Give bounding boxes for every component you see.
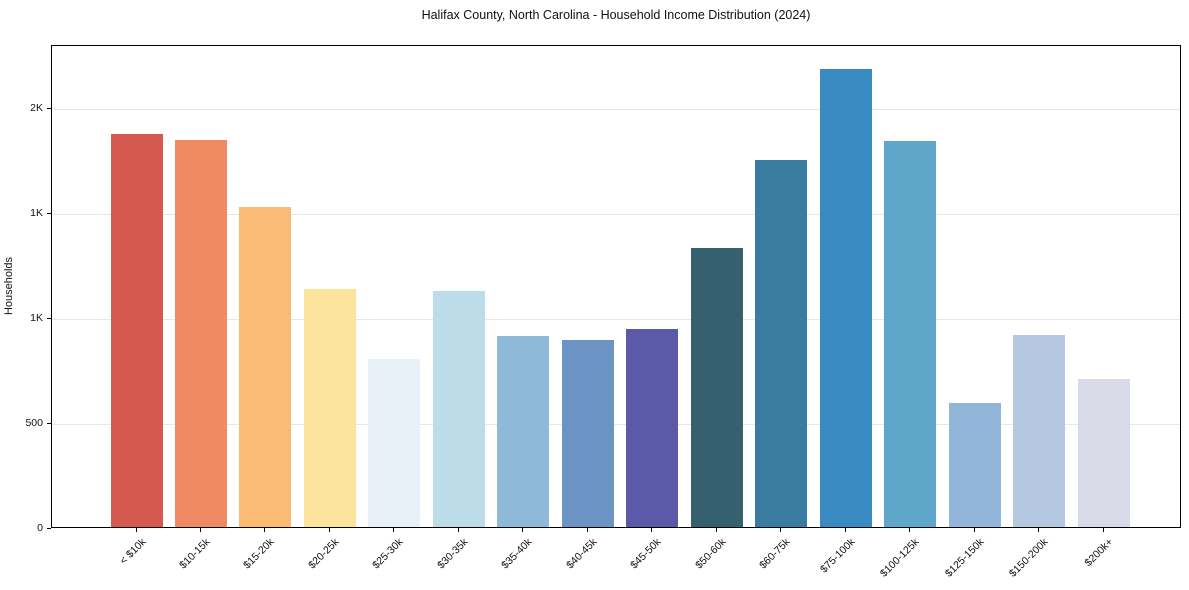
- bar-$60-75k: [755, 159, 808, 527]
- x-tick-mark: [328, 528, 330, 532]
- bar-$75-100k: [819, 69, 872, 527]
- bar-$35-40k: [497, 335, 550, 527]
- gridline-2K: [52, 108, 1180, 110]
- y-tick-mark: [47, 423, 51, 424]
- x-tick-label: $150-200k: [1006, 536, 1051, 580]
- x-tick-mark: [264, 528, 266, 532]
- x-tick-mark: [135, 528, 137, 532]
- y-tick-mark: [47, 318, 51, 319]
- y-tick-mark: [47, 108, 51, 109]
- x-tick-label: $125-150k: [942, 536, 987, 580]
- bar-$125-150k: [948, 403, 1001, 527]
- x-tick-label: $45-50k: [628, 536, 664, 572]
- x-tick-mark: [651, 528, 653, 532]
- x-tick-label: $15-20k: [241, 536, 277, 572]
- x-tick-mark: [909, 528, 911, 532]
- x-tick-label: $30-35k: [435, 536, 471, 572]
- bar-$10-15k: [174, 139, 227, 527]
- x-tick-label: $60-75k: [757, 536, 793, 572]
- bar-$30-35k: [432, 290, 485, 527]
- x-tick-mark: [973, 528, 975, 532]
- x-tick-label: $10-15k: [177, 536, 213, 572]
- y-tick-label: 1K: [30, 312, 43, 324]
- x-tick-label: $100-125k: [878, 536, 922, 580]
- x-tick-mark: [393, 528, 395, 532]
- y-tick-mark: [47, 213, 51, 214]
- x-tick-label: $35-40k: [499, 536, 535, 572]
- x-tick-label: < $10k: [116, 536, 148, 567]
- x-tick-mark: [457, 528, 459, 532]
- gridline-1K: [52, 213, 1180, 215]
- x-tick-mark: [1038, 528, 1040, 532]
- y-tick-label: 500: [25, 417, 43, 429]
- x-tick-mark: [522, 528, 524, 532]
- x-tick-mark: [1102, 528, 1104, 532]
- bar-< $10k: [110, 134, 163, 527]
- bar-$200k+: [1077, 378, 1130, 527]
- x-tick-label: $25-30k: [370, 536, 406, 572]
- bar-$150-200k: [1013, 334, 1066, 527]
- x-tick-mark: [586, 528, 588, 532]
- y-tick-label: 1K: [30, 207, 43, 219]
- y-tick-mark: [47, 528, 51, 529]
- bar-$25-30k: [368, 359, 421, 527]
- bar-$20-25k: [303, 288, 356, 527]
- x-tick-label: $50-60k: [692, 536, 729, 572]
- x-tick-label: $20-25k: [306, 536, 342, 572]
- bar-$45-50k: [626, 328, 679, 527]
- x-tick-mark: [715, 528, 717, 532]
- chart-title: Halifax County, North Carolina - Househo…: [421, 8, 811, 22]
- y-axis-label: Households: [3, 256, 15, 316]
- plot-area: [51, 45, 1181, 528]
- x-tick-label: $75-100k: [817, 536, 858, 576]
- y-tick-label: 0: [37, 522, 43, 534]
- bar-$50-60k: [690, 247, 743, 527]
- bar-$15-20k: [239, 206, 292, 527]
- x-tick-label: $40-45k: [563, 536, 600, 572]
- x-tick-mark: [199, 528, 201, 532]
- gridline-1K: [52, 318, 1180, 320]
- y-tick-label: 2K: [30, 102, 43, 114]
- bar-$100-125k: [884, 140, 937, 527]
- bar-$40-45k: [561, 340, 614, 527]
- gridline-500: [52, 423, 1180, 425]
- x-tick-mark: [844, 528, 846, 532]
- x-tick-mark: [780, 528, 782, 532]
- x-tick-label: $200k+: [1081, 536, 1116, 570]
